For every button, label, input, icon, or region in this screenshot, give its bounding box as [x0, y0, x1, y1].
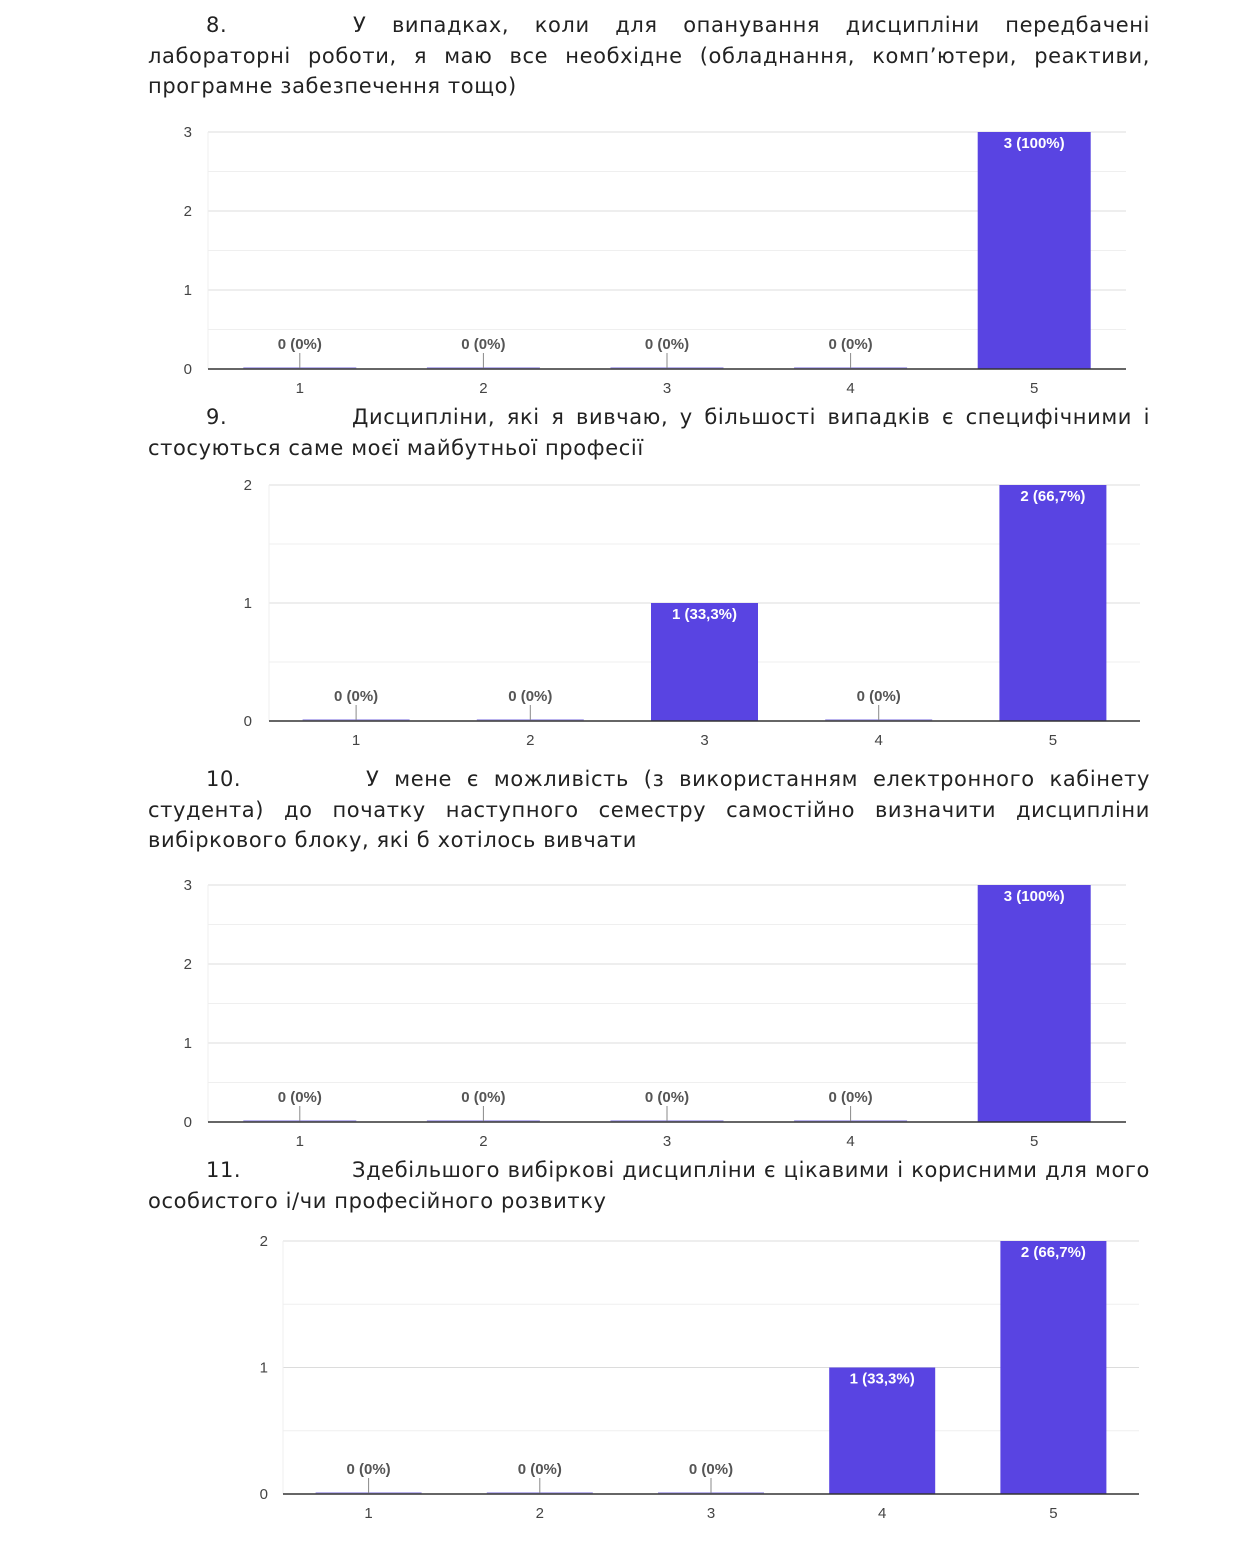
x-tick-label: 1: [296, 380, 304, 397]
x-tick-label: 3: [707, 1505, 715, 1522]
y-tick-label: 1: [184, 1035, 192, 1052]
y-tick-label: 2: [260, 1233, 268, 1250]
data-label-4: 0 (0%): [829, 1089, 873, 1106]
question-number: 8.: [206, 13, 228, 37]
data-label-2: 0 (0%): [461, 336, 505, 353]
data-label-4: 0 (0%): [857, 688, 901, 705]
y-tick-label: 0: [184, 1114, 192, 1131]
y-tick-label: 2: [244, 477, 252, 494]
data-label-2: 0 (0%): [461, 1089, 505, 1106]
x-tick-label: 2: [536, 1505, 544, 1522]
y-tick-label: 3: [184, 124, 192, 141]
question-number: 9.: [206, 405, 228, 429]
question-8: 8. У випадках, коли для опанування дисцип…: [148, 10, 1150, 102]
x-tick-label: 5: [1049, 732, 1057, 749]
bar-chart-question-8: 0 1 2 3 0 (0%) 1 0 (0%) 2 0 (0%) 3 0 (0%) 4 3 (100%)…: [184, 124, 1126, 397]
x-tick-label: 5: [1030, 380, 1038, 397]
question-text: Дисципліни, які я вивчаю, у більшості ви…: [148, 405, 1150, 460]
data-label-5: 2 (66,7%): [1020, 488, 1085, 505]
bar-5: [999, 485, 1107, 721]
question-number: 10.: [206, 767, 242, 791]
x-tick-label: 4: [846, 380, 854, 397]
data-label-5: 2 (66,7%): [1021, 1244, 1086, 1261]
bar-chart-question-9: 0 1 2 0 (0%) 1 0 (0%) 2 1 (33,3%) 3 0 (0%) 4 2 (66,…: [244, 477, 1140, 749]
x-tick-label: 2: [479, 1133, 487, 1150]
data-label-4: 1 (33,3%): [850, 1371, 915, 1388]
question-text: У випадках, коли для опанування дисциплі…: [148, 13, 1150, 98]
question-9: 9. Дисципліни, які я вивчаю, у більшості …: [148, 402, 1150, 463]
gridlines: [208, 131, 1126, 330]
x-tick-label: 4: [878, 1505, 886, 1522]
data-label-2: 0 (0%): [508, 688, 552, 705]
gridlines: [283, 1240, 1139, 1432]
data-label-4: 0 (0%): [829, 336, 873, 353]
question-text: У мене є можливість (з використанням еле…: [148, 767, 1150, 852]
y-tick-label: 2: [184, 203, 192, 220]
bar-5: [977, 132, 1091, 369]
y-tick-label: 1: [184, 282, 192, 299]
data-label-3: 0 (0%): [645, 1089, 689, 1106]
bar-3: [651, 603, 758, 721]
x-tick-label: 2: [479, 380, 487, 397]
question-11: 11. Здебільшого вибіркові дисципліни є ці…: [148, 1155, 1150, 1216]
data-label-3: 1 (33,3%): [672, 606, 737, 623]
x-tick-label: 3: [663, 1133, 671, 1150]
data-label-1: 0 (0%): [334, 688, 378, 705]
y-tick-label: 1: [260, 1360, 268, 1377]
x-tick-label: 4: [875, 732, 883, 749]
data-label-3: 0 (0%): [645, 336, 689, 353]
x-tick-label: 1: [364, 1505, 372, 1522]
y-tick-label: 3: [184, 877, 192, 894]
data-label-5: 3 (100%): [1004, 135, 1065, 152]
y-tick-label: 1: [244, 595, 252, 612]
y-tick-label: 0: [184, 361, 192, 378]
question-number: 11.: [206, 1158, 242, 1182]
x-tick-label: 1: [296, 1133, 304, 1150]
bar-5: [1000, 1241, 1107, 1494]
y-tick-label: 0: [244, 713, 252, 730]
data-label-1: 0 (0%): [278, 336, 322, 353]
data-label-5: 3 (100%): [1004, 888, 1065, 905]
x-tick-label: 4: [846, 1133, 854, 1150]
x-tick-label: 3: [663, 380, 671, 397]
y-tick-label: 0: [260, 1486, 268, 1503]
y-tick-label: 2: [184, 956, 192, 973]
x-tick-label: 5: [1030, 1133, 1038, 1150]
x-tick-label: 5: [1049, 1505, 1057, 1522]
bar-chart-question-11: 0 1 2 0 (0%) 1 0 (0%) 2 0 (0%) 3 1 (33,3%) 4 2 (66,…: [260, 1233, 1139, 1522]
bar-5: [977, 885, 1091, 1122]
data-label-1: 0 (0%): [347, 1461, 391, 1478]
question-text: Здебільшого вибіркові дисципліни є цікав…: [148, 1158, 1150, 1213]
question-10: 10. У мене є можливість (з використанням …: [148, 764, 1150, 856]
bar-4: [829, 1367, 936, 1494]
data-label-2: 0 (0%): [518, 1461, 562, 1478]
x-tick-label: 2: [526, 732, 534, 749]
x-tick-label: 1: [352, 732, 360, 749]
gridlines: [208, 884, 1126, 1083]
data-label-3: 0 (0%): [689, 1461, 733, 1478]
x-tick-label: 3: [700, 732, 708, 749]
data-label-1: 0 (0%): [278, 1089, 322, 1106]
bar-chart-question-10: 0 1 2 3 0 (0%) 1 0 (0%) 2 0 (0%) 3 0 (0%) 4 3 (100%)…: [184, 877, 1126, 1150]
